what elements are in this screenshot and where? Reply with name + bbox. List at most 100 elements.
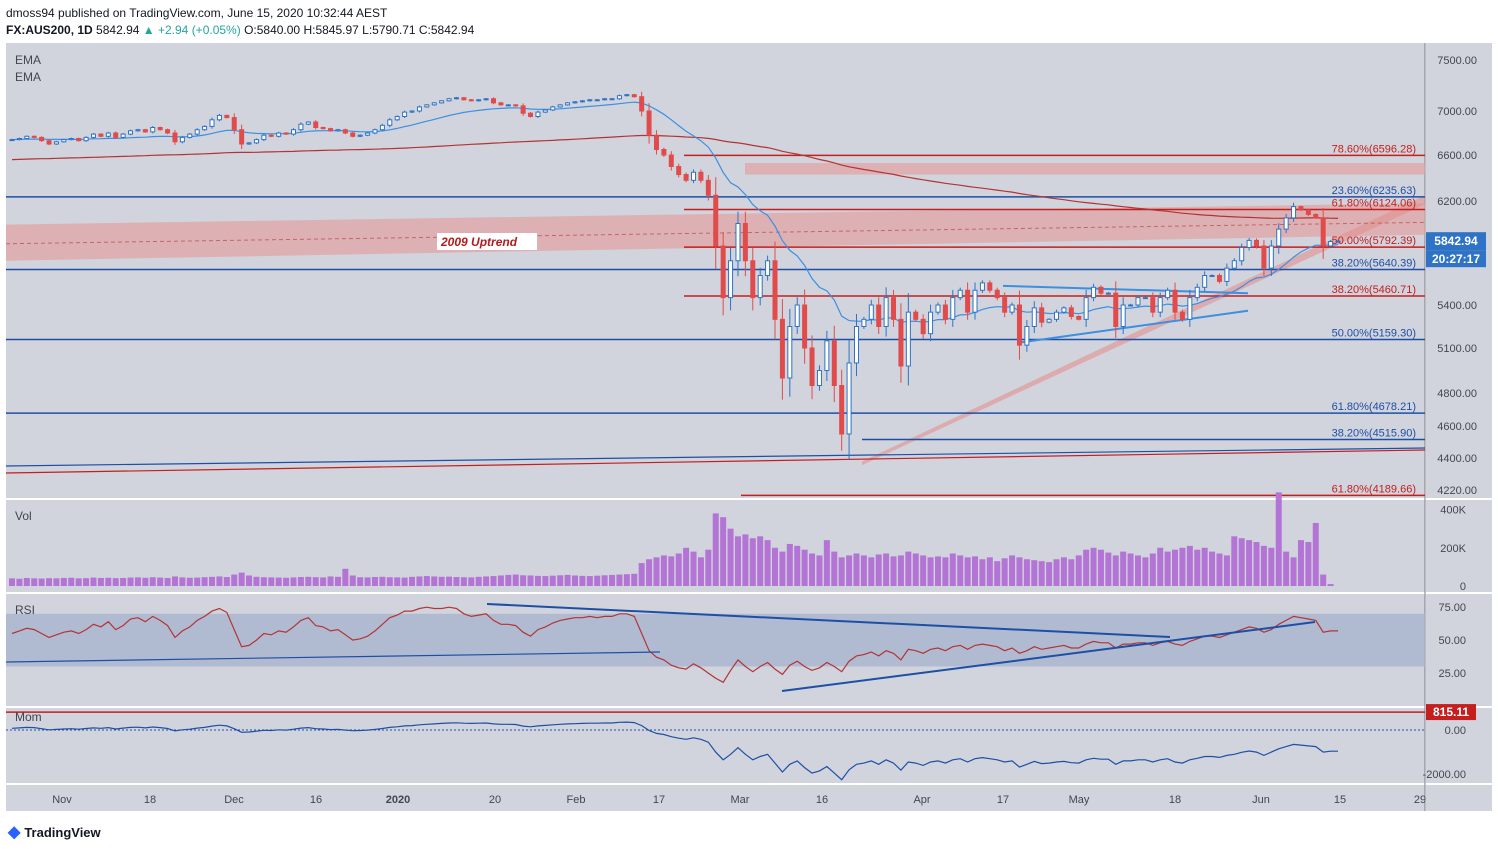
candle[interactable] — [135, 129, 141, 132]
candle[interactable] — [757, 275, 763, 299]
candle[interactable] — [1276, 228, 1282, 247]
candle[interactable] — [1298, 206, 1304, 211]
candle[interactable] — [816, 370, 822, 386]
candle[interactable] — [1216, 275, 1222, 282]
candle[interactable] — [520, 105, 526, 114]
candle[interactable] — [498, 102, 504, 106]
candle[interactable] — [350, 132, 356, 137]
candle[interactable] — [898, 318, 904, 367]
candle[interactable] — [1009, 304, 1015, 313]
candle[interactable] — [16, 138, 22, 141]
candle[interactable] — [987, 282, 993, 291]
candle[interactable] — [431, 102, 437, 106]
candle[interactable] — [68, 138, 74, 141]
candle[interactable] — [528, 112, 534, 117]
candle[interactable] — [750, 260, 756, 299]
candle[interactable] — [935, 304, 941, 313]
candle[interactable] — [90, 133, 96, 138]
candle[interactable] — [1068, 307, 1074, 317]
candle[interactable] — [1150, 297, 1156, 313]
candle[interactable] — [1291, 206, 1297, 219]
candle[interactable] — [209, 119, 215, 127]
candle[interactable] — [772, 260, 778, 320]
candle[interactable] — [913, 311, 919, 320]
candle[interactable] — [105, 132, 111, 137]
candle[interactable] — [846, 362, 852, 435]
candle[interactable] — [639, 96, 645, 112]
candle[interactable] — [165, 129, 171, 134]
candle[interactable] — [387, 119, 393, 126]
candle[interactable] — [31, 135, 37, 138]
candle[interactable] — [172, 132, 178, 143]
candle[interactable] — [76, 138, 82, 142]
candle[interactable] — [1142, 297, 1148, 300]
candle[interactable] — [1313, 214, 1319, 219]
candle[interactable] — [602, 98, 608, 101]
price-axis[interactable] — [1426, 43, 1492, 811]
candle[interactable] — [839, 385, 845, 435]
candle[interactable] — [402, 111, 408, 117]
candle[interactable] — [483, 98, 489, 101]
candle[interactable] — [861, 318, 867, 328]
candle[interactable] — [646, 110, 652, 136]
candle[interactable] — [1061, 307, 1067, 313]
candle[interactable] — [1179, 311, 1185, 320]
candle[interactable] — [216, 114, 222, 121]
candle[interactable] — [1194, 286, 1200, 299]
candle[interactable] — [853, 326, 859, 364]
candle[interactable] — [624, 94, 630, 97]
candle[interactable] — [53, 141, 59, 145]
candle[interactable] — [505, 104, 511, 107]
candle[interactable] — [446, 98, 452, 102]
candle[interactable] — [231, 117, 237, 131]
candle[interactable] — [335, 129, 341, 132]
candle[interactable] — [1128, 304, 1134, 307]
candle[interactable] — [424, 104, 430, 108]
candle[interactable] — [713, 194, 719, 247]
candle[interactable] — [394, 116, 400, 121]
price-pane[interactable] — [6, 43, 1425, 498]
candle[interactable] — [83, 136, 89, 142]
candle[interactable] — [1209, 275, 1215, 277]
candle[interactable] — [587, 99, 593, 102]
candle[interactable] — [261, 134, 267, 141]
candle[interactable] — [928, 311, 934, 335]
candle[interactable] — [950, 297, 956, 320]
candle[interactable] — [150, 127, 156, 133]
candle[interactable] — [1261, 245, 1267, 269]
candle[interactable] — [46, 140, 52, 145]
candle[interactable] — [557, 104, 563, 108]
candle[interactable] — [668, 154, 674, 167]
candle[interactable] — [1165, 289, 1171, 299]
candle[interactable] — [1335, 240, 1341, 243]
candle[interactable] — [305, 121, 311, 125]
candle[interactable] — [691, 171, 697, 181]
candle[interactable] — [513, 104, 519, 107]
candle[interactable] — [468, 99, 474, 102]
candle[interactable] — [1024, 326, 1030, 346]
candle[interactable] — [876, 304, 882, 327]
candle[interactable] — [787, 326, 793, 379]
candle[interactable] — [268, 134, 274, 137]
candle[interactable] — [1239, 246, 1245, 262]
candle[interactable] — [794, 304, 800, 327]
candle[interactable] — [1157, 297, 1163, 313]
candle[interactable] — [542, 109, 548, 113]
tradingview-brand[interactable]: ◆ TradingView — [8, 822, 101, 842]
candle[interactable] — [550, 106, 556, 111]
candle[interactable] — [1113, 292, 1119, 328]
candle[interactable] — [1268, 245, 1274, 269]
candle[interactable] — [128, 130, 134, 135]
candle[interactable] — [439, 100, 445, 104]
candle[interactable] — [1039, 307, 1045, 323]
candle[interactable] — [9, 139, 15, 142]
candle[interactable] — [1172, 289, 1178, 313]
candle[interactable] — [1231, 260, 1237, 269]
candle[interactable] — [283, 132, 289, 135]
candle[interactable] — [290, 129, 296, 135]
candle[interactable] — [194, 129, 200, 135]
candle[interactable] — [891, 297, 897, 320]
candle[interactable] — [979, 282, 985, 291]
candle[interactable] — [1328, 241, 1334, 247]
